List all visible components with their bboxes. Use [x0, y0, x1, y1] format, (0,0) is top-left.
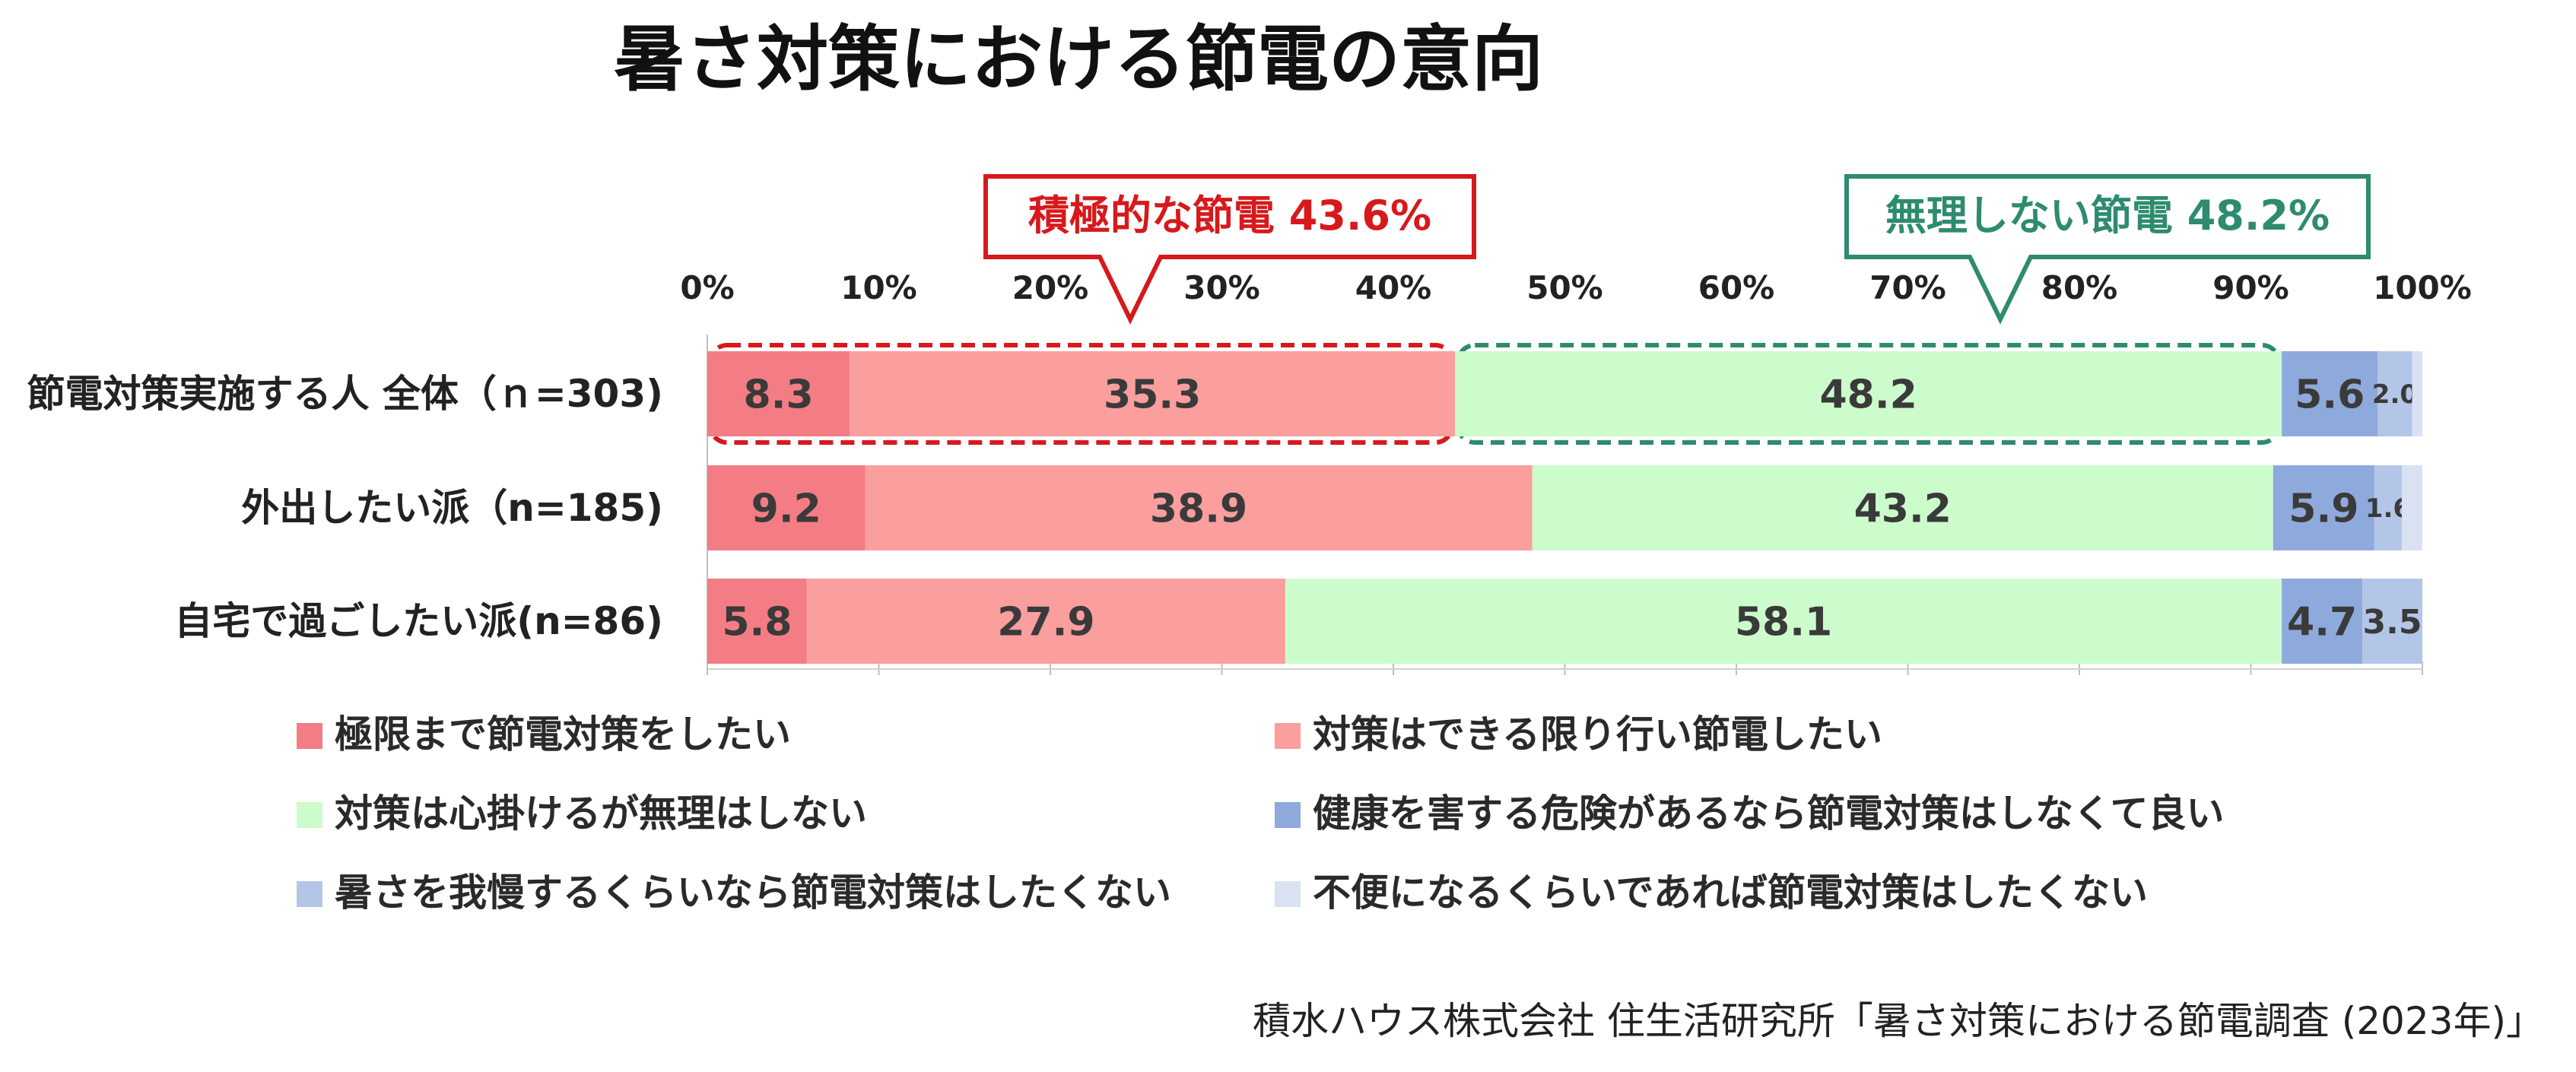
x-tick-label: 90%	[2212, 269, 2289, 306]
legend-label: 暑さを我慢するくらいなら節電対策はしたくない	[335, 871, 1171, 915]
chart-title: 暑さ対策における節電の意向	[614, 18, 1543, 101]
x-tick-label: 80%	[2041, 269, 2118, 306]
data-label: 5.9	[2289, 487, 2358, 532]
legend-label: 不便になるくらいであれば節電対策はしたくない	[1313, 871, 2148, 915]
x-tick-label: 60%	[1698, 269, 1775, 306]
x-tick-label: 40%	[1355, 269, 1432, 306]
data-label: 5.6	[2295, 373, 2365, 418]
data-label: 48.2	[1819, 373, 1917, 418]
data-label: 2.0	[2372, 379, 2418, 410]
data-label: 8.3	[744, 373, 814, 418]
data-label: 43.2	[1854, 487, 1952, 532]
legend-swatch	[297, 881, 322, 907]
bar-segment	[1455, 351, 2282, 436]
bar-segment	[806, 579, 1285, 664]
category-label: 外出したい派（n=185)	[241, 486, 663, 530]
category-label: 自宅で過ごしたい派(n=86)	[174, 599, 663, 643]
legend-label: 健康を害する危険があるなら節電対策はしなくて良い	[1313, 791, 2225, 836]
bar-segment	[2282, 351, 2378, 436]
bar-segment	[707, 351, 850, 436]
bars: 節電対策実施する人 全体（ｎ=303) 8.3 35.3 48.2 5.6 2.0 外出した…	[27, 351, 2422, 664]
category-label: 節電対策実施する人 全体（ｎ=303)	[27, 372, 663, 416]
legend-swatch	[297, 723, 322, 749]
legend-swatch	[1275, 723, 1301, 749]
legend: 極限まで節電対策をしたい 対策はできる限り行い節電したい対策は心掛けるが無理はしな…	[297, 712, 2225, 915]
x-tick-label: 30%	[1183, 269, 1260, 306]
data-label: 38.9	[1150, 487, 1247, 532]
callout-label: 積極的な節電 43.6%	[1028, 192, 1431, 239]
data-label: 58.1	[1735, 600, 1832, 645]
legend-label: 極限まで節電対策をしたい	[335, 712, 791, 756]
bar-segment	[2362, 579, 2422, 664]
legend-swatch	[1275, 802, 1301, 828]
bar-segment	[1285, 579, 2282, 664]
x-tick-label: 0%	[680, 269, 734, 306]
x-tick-label: 70%	[1869, 269, 1946, 306]
legend-label: 対策はできる限り行い節電したい	[1313, 712, 1882, 756]
callouts: 積極的な節電 43.6% 無理しない節電 48.2%	[708, 174, 2371, 445]
bar-segment	[2412, 351, 2422, 436]
x-axis: 0% 10% 20% 30% 40% 50% 60% 70% 80% 90% 100%	[680, 269, 2472, 675]
bar-segment	[707, 465, 866, 550]
legend-swatch	[1275, 881, 1301, 907]
x-tick-label: 100%	[2373, 269, 2472, 306]
bar-segment	[2377, 351, 2412, 436]
callout-box	[983, 174, 1476, 325]
bar-segment	[2401, 465, 2422, 550]
source-note: 積水ハウス株式会社 住生活研究所「暑さ対策における節電調査 (2023年)」	[1253, 999, 2544, 1043]
x-tick-label: 50%	[1526, 269, 1603, 306]
bar-segment	[2282, 579, 2363, 664]
data-label: 9.2	[751, 487, 821, 532]
data-label: 5.8	[722, 600, 792, 645]
highlight-box	[708, 343, 1455, 445]
bar-segment	[2273, 465, 2374, 550]
legend-label: 対策は心掛けるが無理はしない	[335, 791, 867, 836]
bar-segment	[865, 465, 1533, 550]
data-label: 3.5	[2363, 603, 2422, 642]
data-label: 4.7	[2287, 600, 2357, 645]
bar-segment	[2374, 465, 2402, 550]
bar-segment	[707, 579, 807, 664]
callout-box	[1844, 174, 2371, 325]
x-tick-label: 10%	[840, 269, 917, 306]
bar-segment	[1532, 465, 2273, 550]
data-label: 35.3	[1104, 373, 1201, 418]
x-tick-label: 20%	[1012, 269, 1089, 306]
data-label: 27.9	[997, 600, 1094, 645]
bar-segment	[850, 351, 1456, 436]
callout-label: 無理しない節電 48.2%	[1885, 192, 2330, 239]
legend-swatch	[297, 802, 322, 828]
